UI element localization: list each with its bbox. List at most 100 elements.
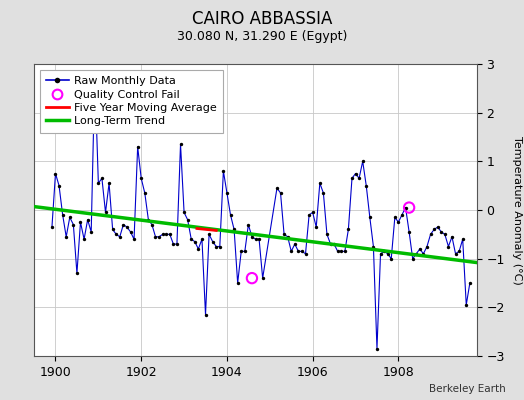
Text: CAIRO ABBASSIA: CAIRO ABBASSIA — [192, 10, 332, 28]
Point — [237, 248, 245, 254]
Point — [341, 248, 349, 254]
Point — [212, 243, 221, 250]
Legend: Raw Monthly Data, Quality Control Fail, Five Year Moving Average, Long-Term Tren: Raw Monthly Data, Quality Control Fail, … — [40, 70, 223, 133]
Point — [309, 209, 317, 216]
Point — [344, 226, 353, 233]
Point — [319, 190, 328, 196]
Point — [405, 204, 413, 211]
Point — [73, 270, 81, 276]
Point — [419, 250, 428, 257]
Point — [276, 190, 285, 196]
Point — [312, 224, 320, 230]
Point — [137, 175, 146, 182]
Point — [223, 190, 231, 196]
Point — [77, 219, 85, 225]
Point — [241, 248, 249, 254]
Point — [97, 175, 106, 182]
Text: 30.080 N, 31.290 E (Egypt): 30.080 N, 31.290 E (Egypt) — [177, 30, 347, 43]
Point — [155, 234, 163, 240]
Point — [409, 256, 417, 262]
Point — [191, 238, 199, 245]
Point — [387, 256, 396, 262]
Text: Berkeley Earth: Berkeley Earth — [429, 384, 506, 394]
Point — [384, 250, 392, 257]
Point — [151, 234, 160, 240]
Point — [101, 209, 110, 216]
Point — [209, 238, 217, 245]
Point — [291, 241, 299, 247]
Point — [116, 234, 124, 240]
Point — [298, 248, 306, 254]
Point — [258, 275, 267, 281]
Point — [441, 231, 449, 238]
Point — [326, 241, 335, 247]
Point — [108, 226, 117, 233]
Point — [252, 236, 260, 242]
Point — [48, 224, 56, 230]
Point — [444, 243, 453, 250]
Point — [226, 212, 235, 218]
Point — [352, 170, 360, 177]
Point — [126, 229, 135, 235]
Point — [416, 246, 424, 252]
Point — [244, 222, 253, 228]
Point — [180, 209, 188, 216]
Point — [162, 231, 170, 238]
Point — [169, 241, 178, 247]
Point — [273, 185, 281, 191]
Y-axis label: Temperature Anomaly (°C): Temperature Anomaly (°C) — [511, 136, 521, 284]
Point — [83, 216, 92, 223]
Point — [158, 231, 167, 238]
Point — [301, 250, 310, 257]
Point — [448, 234, 456, 240]
Point — [173, 241, 181, 247]
Point — [62, 234, 70, 240]
Point — [55, 182, 63, 189]
Point — [333, 248, 342, 254]
Point — [91, 70, 99, 77]
Point — [283, 234, 292, 240]
Point — [66, 214, 74, 220]
Point — [451, 250, 460, 257]
Point — [355, 175, 363, 182]
Point — [458, 236, 467, 242]
Point — [134, 144, 142, 150]
Point — [294, 248, 302, 254]
Point — [287, 248, 296, 254]
Point — [248, 234, 256, 240]
Point — [462, 302, 471, 308]
Point — [119, 222, 127, 228]
Point — [405, 229, 413, 235]
Point — [166, 231, 174, 238]
Point — [433, 224, 442, 230]
Point — [376, 250, 385, 257]
Point — [140, 190, 149, 196]
Point — [412, 250, 420, 257]
Point — [430, 226, 438, 233]
Point — [423, 243, 431, 250]
Point — [248, 275, 256, 281]
Point — [437, 229, 445, 235]
Point — [380, 248, 388, 254]
Point — [230, 226, 238, 233]
Point — [280, 231, 288, 238]
Point — [198, 236, 206, 242]
Point — [187, 236, 195, 242]
Point — [373, 346, 381, 352]
Point — [177, 141, 185, 148]
Point — [194, 246, 203, 252]
Point — [369, 243, 378, 250]
Point — [123, 224, 131, 230]
Point — [394, 219, 402, 225]
Point — [323, 231, 331, 238]
Point — [466, 280, 474, 286]
Point — [130, 236, 138, 242]
Point — [183, 216, 192, 223]
Point — [330, 241, 339, 247]
Point — [398, 212, 406, 218]
Point — [59, 212, 67, 218]
Point — [205, 231, 213, 238]
Point — [366, 214, 374, 220]
Point — [215, 243, 224, 250]
Point — [219, 168, 227, 174]
